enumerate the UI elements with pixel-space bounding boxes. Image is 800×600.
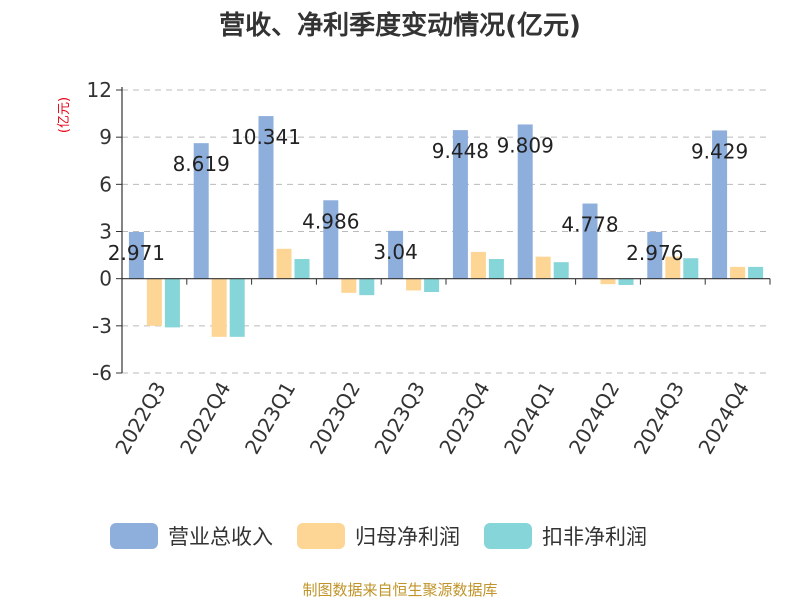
data-label: 10.341 xyxy=(231,125,301,149)
bar xyxy=(406,278,422,291)
bar xyxy=(535,256,551,279)
legend-label: 扣非净利润 xyxy=(542,525,647,549)
x-ticks: 2022Q3 2022Q4 2023Q1 2023Q2 2023Q3 2023Q4 2024… xyxy=(110,378,754,459)
bar xyxy=(600,278,616,285)
data-label: 3.04 xyxy=(373,240,418,264)
y-tick-label: -3 xyxy=(92,314,112,338)
y-tick-label: 12 xyxy=(87,78,112,102)
bar xyxy=(730,266,746,279)
legend-swatch xyxy=(297,523,345,549)
bar xyxy=(323,200,339,279)
x-tick-label: 2024Q2 xyxy=(564,378,624,459)
y-ticks: 12 9 6 3 0 -3 -6 xyxy=(87,78,122,385)
legend-label: 营业总收入 xyxy=(168,525,273,549)
bar xyxy=(388,230,404,279)
bar xyxy=(258,116,274,279)
data-label: 9.448 xyxy=(432,139,489,163)
legend-label: 归母净利润 xyxy=(355,525,460,549)
x-tick-label: 2023Q4 xyxy=(434,378,494,459)
data-label: 8.619 xyxy=(173,152,230,176)
y-tick-label: 3 xyxy=(99,220,112,244)
data-label: 9.809 xyxy=(497,133,554,157)
bar xyxy=(665,256,681,279)
legend-swatch xyxy=(110,523,158,549)
bar xyxy=(647,231,663,279)
data-label: 4.778 xyxy=(561,213,618,237)
bar xyxy=(229,278,245,337)
bar xyxy=(359,278,375,296)
x-tick-label: 2024Q4 xyxy=(693,378,753,459)
bar xyxy=(488,259,504,279)
bar xyxy=(582,203,598,279)
bar xyxy=(211,278,227,337)
x-tick-label: 2023Q1 xyxy=(240,378,300,459)
bar xyxy=(517,124,533,279)
data-label: 9.429 xyxy=(691,139,748,163)
chart-title: 营收、净利季度变动情况(亿元) xyxy=(219,10,581,41)
y-tick-label: 9 xyxy=(99,125,112,149)
x-tick-label: 2024Q3 xyxy=(629,378,689,459)
data-label: 2.971 xyxy=(108,241,165,265)
bar xyxy=(470,251,486,279)
legend-swatch xyxy=(484,523,532,549)
bar xyxy=(146,278,162,326)
x-tick-label: 2022Q3 xyxy=(110,378,170,459)
y-axis-unit: (亿元) xyxy=(57,97,72,133)
bar xyxy=(128,231,144,279)
data-label: 2.976 xyxy=(626,241,683,265)
legend: 营业总收入 归母净利润 扣非净利润 xyxy=(110,523,647,549)
y-tick-label: 0 xyxy=(99,267,112,291)
source-note: 制图数据来自恒生聚源数据库 xyxy=(302,581,497,599)
y-tick-label: -6 xyxy=(92,361,112,385)
bar xyxy=(618,278,634,285)
grid-lines xyxy=(122,89,770,374)
bar xyxy=(748,266,764,279)
bar xyxy=(424,278,440,293)
bar xyxy=(193,143,209,279)
data-label: 4.986 xyxy=(302,209,359,233)
x-tick-label: 2024Q1 xyxy=(499,378,559,459)
bar xyxy=(276,248,292,279)
y-tick-label: 6 xyxy=(99,172,112,196)
bar xyxy=(712,130,728,279)
bar xyxy=(341,278,357,293)
bar xyxy=(683,258,699,279)
bar xyxy=(294,259,310,279)
x-tick-label: 2023Q3 xyxy=(369,378,429,459)
bar xyxy=(553,262,569,279)
x-tick-label: 2023Q2 xyxy=(305,378,365,459)
bar xyxy=(164,278,180,328)
bars xyxy=(128,116,764,337)
x-tick-label: 2022Q4 xyxy=(175,378,235,459)
bar xyxy=(452,130,468,279)
